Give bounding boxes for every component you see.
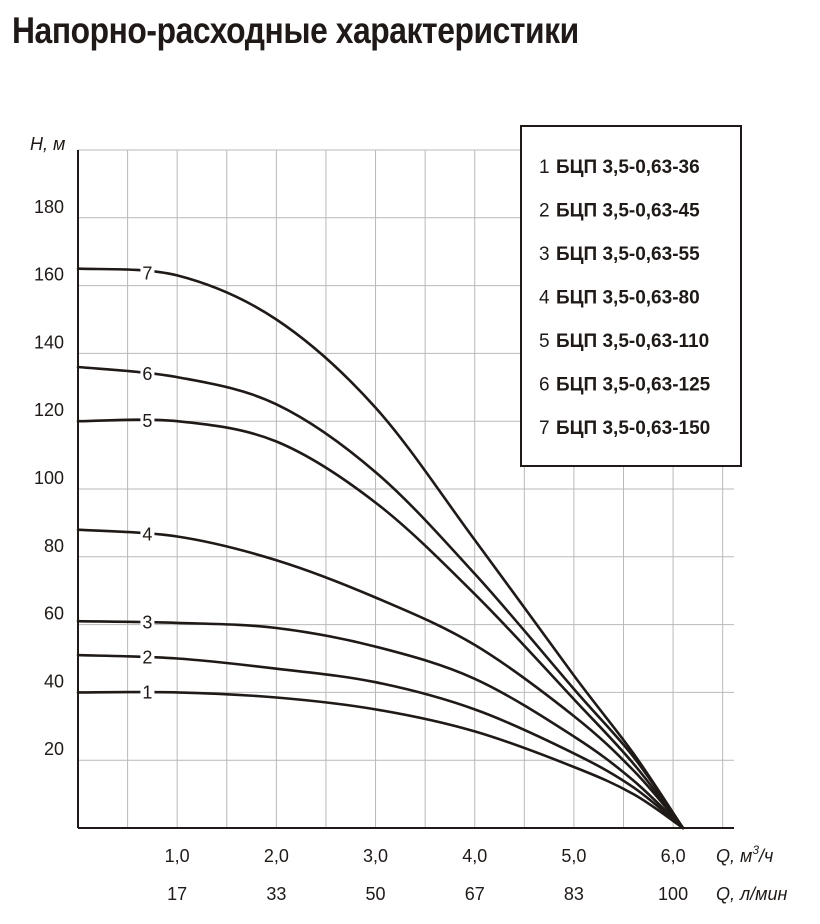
x-axis-label-q-sup: 3 xyxy=(752,843,759,857)
series-label-bg-7 xyxy=(140,263,155,284)
legend-entry-num-5: 5 xyxy=(539,331,550,352)
x-tick-labels: 1,0 2,0 3,0 4,0 5,0 6,0 xyxy=(165,846,686,866)
series-line-6 xyxy=(76,365,685,830)
y-tick-label-120: 120 xyxy=(34,400,64,420)
chart-axes xyxy=(77,150,734,829)
x-tick-label-4: 5,0 xyxy=(561,846,586,866)
y-tick-label-80: 80 xyxy=(44,536,64,556)
x-tick-label-0: 1,0 xyxy=(165,846,190,866)
series-label-7: 7 xyxy=(142,263,152,283)
series-label-bg-1 xyxy=(140,682,155,703)
x-tick-label-5: 6,0 xyxy=(661,846,686,866)
y-tick-label-40: 40 xyxy=(44,671,64,691)
x-tick-label-l-2: 50 xyxy=(366,884,386,904)
legend-entry-6: БЦП 3,5-0,63-125 xyxy=(556,375,711,396)
series-line-7 xyxy=(76,267,685,830)
series-label-bg-6 xyxy=(140,364,155,385)
x-tick-label-l-3: 67 xyxy=(465,884,485,904)
legend-entry-5: БЦП 3,5-0,63-110 xyxy=(556,331,709,352)
legend-entry-num-1: 1 xyxy=(539,157,550,178)
y-axis-label: H, м xyxy=(30,134,65,154)
y-tick-label-160: 160 xyxy=(34,265,64,285)
legend-entry-3: БЦП 3,5-0,63-55 xyxy=(556,244,700,265)
y-tick-label-140: 140 xyxy=(34,332,64,352)
x-axis-label-q-base: Q, м xyxy=(716,846,752,866)
x-tick-label-l-4: 83 xyxy=(564,884,584,904)
series-label-bg-3 xyxy=(140,612,155,633)
series-line-2 xyxy=(76,653,685,830)
x-axis-label-q: Q, м3/ч xyxy=(716,843,773,866)
legend-entry-4: БЦП 3,5-0,63-80 xyxy=(556,288,700,309)
chart-legend: 1 БЦП 3,5-0,63-36 2 БЦП 3,5-0,63-45 3 БЦП 3,5… xyxy=(520,125,742,467)
series-label-bg-4 xyxy=(140,524,155,545)
legend-entry-num-7: 7 xyxy=(539,418,550,439)
series-line-3 xyxy=(76,619,685,830)
legend-entry-num-6: 6 xyxy=(539,375,550,396)
series-label-1: 1 xyxy=(142,682,152,702)
page-title: Напорно-расходные характеристики xyxy=(12,10,579,51)
series-label-bg-2 xyxy=(140,647,155,668)
series-label-bg-5 xyxy=(140,411,155,432)
series-line-5 xyxy=(76,418,685,830)
legend-entry-num-3: 3 xyxy=(539,244,550,265)
y-tick-label-60: 60 xyxy=(44,604,64,624)
series-label-6: 6 xyxy=(142,364,152,384)
series-line-1 xyxy=(76,690,685,830)
legend-box xyxy=(520,125,742,467)
legend-entry-num-2: 2 xyxy=(539,201,550,222)
legend-entry-7: БЦП 3,5-0,63-150 xyxy=(556,418,710,439)
y-tick-label-100: 100 xyxy=(34,468,64,488)
series-label-5: 5 xyxy=(142,411,152,431)
x-tick-label-l-0: 17 xyxy=(167,884,187,904)
x-tick-labels-l-min: 17 33 50 67 83 100 xyxy=(167,884,688,904)
x-tick-label-l-5: 100 xyxy=(658,884,688,904)
legend-entry-num-4: 4 xyxy=(539,288,550,309)
x-axis-label-l: Q, л/мин xyxy=(716,884,788,904)
series-label-3: 3 xyxy=(142,612,152,632)
x-tick-label-2: 3,0 xyxy=(363,846,388,866)
curve-labels: 1 2 3 4 5 6 7 xyxy=(140,263,155,703)
x-axis-label-q-tail: /ч xyxy=(757,846,773,866)
x-tick-label-3: 4,0 xyxy=(462,846,487,866)
series-label-4: 4 xyxy=(142,524,152,544)
y-tick-label-20: 20 xyxy=(44,739,64,759)
x-tick-label-l-1: 33 xyxy=(266,884,286,904)
legend-entry-1: БЦП 3,5-0,63-36 xyxy=(556,157,700,178)
y-tick-label-180: 180 xyxy=(34,197,64,217)
x-tick-label-1: 2,0 xyxy=(264,846,289,866)
chart-curves xyxy=(76,267,685,830)
y-tick-labels: 20 40 60 80 100 120 140 160 180 xyxy=(34,197,64,759)
legend-entry-2: БЦП 3,5-0,63-45 xyxy=(556,201,700,222)
series-label-2: 2 xyxy=(142,647,152,667)
series-line-4 xyxy=(76,528,685,830)
